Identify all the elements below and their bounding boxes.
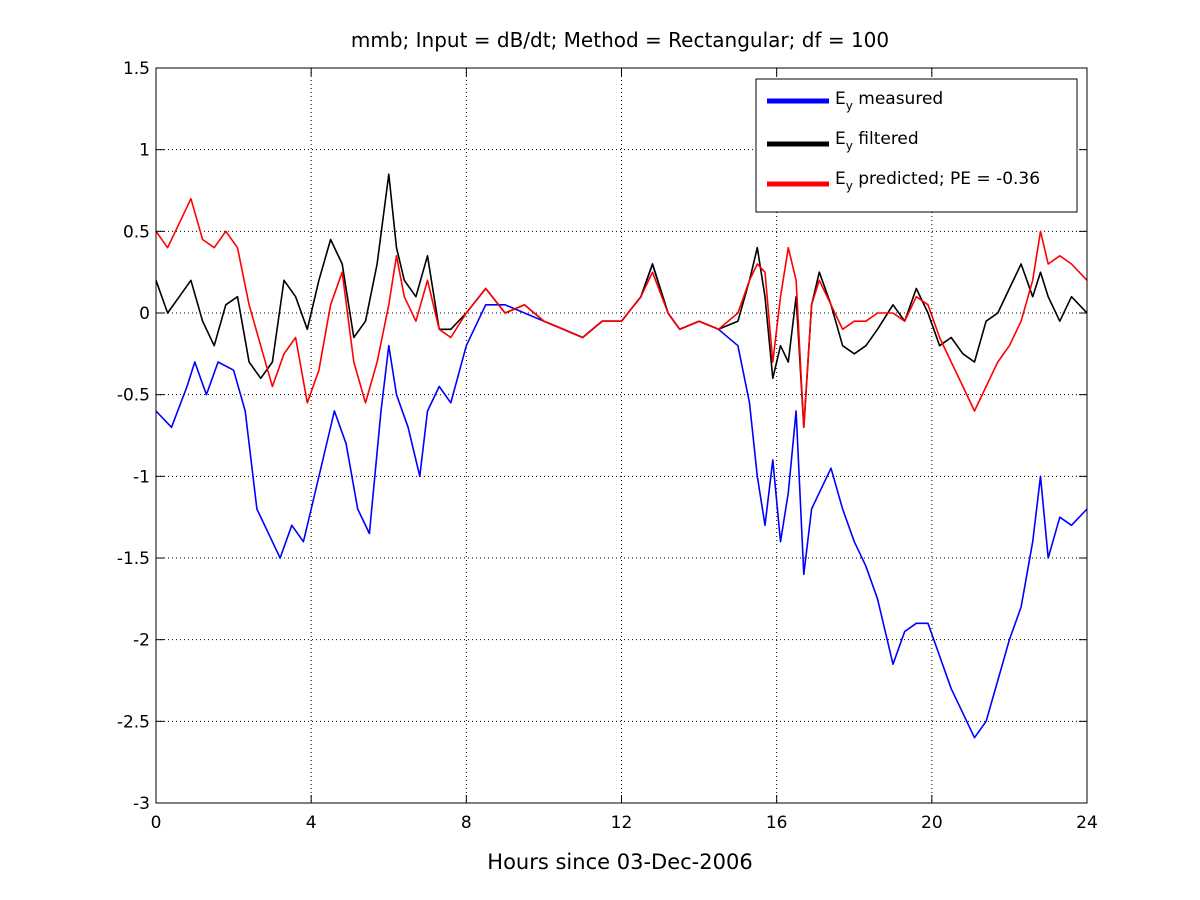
legend-label-predicted: Ey predicted; PE = -0.36 [835, 169, 1040, 193]
y-tick-label: 0 [139, 304, 150, 324]
legend-rest: measured [853, 89, 943, 109]
legend-subscript: y [846, 99, 853, 113]
x-tick-label: 20 [921, 813, 943, 833]
legend-rest: predicted; PE = -0.36 [853, 169, 1040, 189]
y-tick-label: -2.5 [117, 712, 150, 732]
y-tick-label: 0.5 [123, 222, 150, 242]
series-line-predicted [155, 197, 1088, 429]
y-tick-label: 1 [139, 141, 150, 161]
legend-main: E [835, 169, 846, 189]
x-tick-label: 8 [461, 813, 472, 833]
legend-label-measured: Ey measured [835, 89, 943, 113]
legend-subscript: y [846, 179, 853, 193]
legend-rest: filtered [853, 129, 919, 149]
y-tick-label: 1.5 [123, 59, 150, 79]
y-tick-label: -3 [133, 794, 150, 814]
series-line-filtered [155, 173, 1088, 429]
legend-entry-filtered: Ey filtered [767, 129, 919, 153]
y-tick-label: -1.5 [117, 549, 150, 569]
y-tick-label: -0.5 [117, 386, 150, 406]
legend-label-filtered: Ey filtered [835, 129, 919, 153]
x-axis-label: Hours since 03-Dec-2006 [487, 850, 752, 874]
legend-entry-measured: Ey measured [767, 89, 943, 113]
legend-entry-predicted: Ey predicted; PE = -0.36 [767, 169, 1040, 193]
axis-ticks: 0 4 8 12 16 20 24 -3 -2.5 -2 -1.5 -1 -0.5 0 0.5 1 1.5 [117, 59, 1098, 833]
legend-main: E [835, 89, 846, 109]
grid-lines [156, 68, 1087, 803]
x-tick-label: 16 [766, 813, 788, 833]
x-tick-label: 4 [306, 813, 317, 833]
y-tick-label: -2 [133, 631, 150, 651]
x-tick-label: 24 [1076, 813, 1098, 833]
y-tick-label: -1 [133, 467, 150, 487]
chart-title: mmb; Input = dB/dt; Method = Rectangular… [351, 28, 889, 52]
x-tick-label: 12 [611, 813, 633, 833]
x-tick-label: 0 [151, 813, 162, 833]
legend-subscript: y [846, 139, 853, 153]
legend: Ey measured Ey filtered Ey predicted; PE… [755, 78, 1078, 213]
legend-main: E [835, 129, 846, 149]
series-lines [155, 173, 1088, 739]
